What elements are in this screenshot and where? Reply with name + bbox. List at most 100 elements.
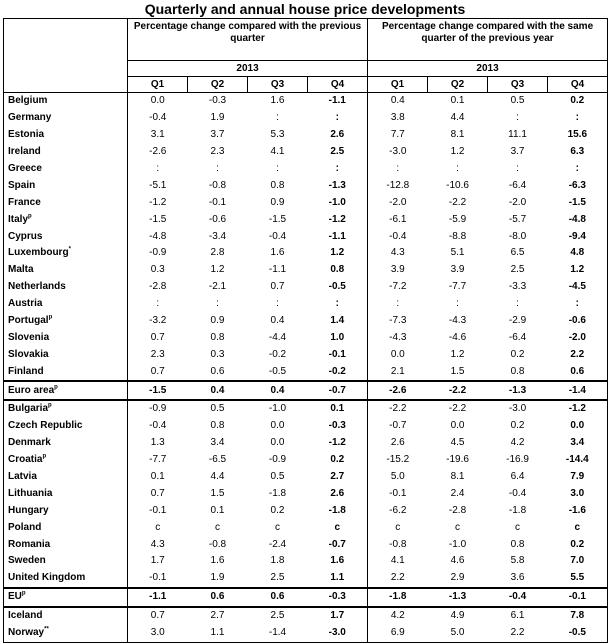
country-cell: EUp: [3, 586, 128, 607]
yoy-value-q2: -2.2: [427, 399, 488, 418]
yoy-value-q3: 0.2: [510, 348, 525, 360]
country-name: Austria: [8, 298, 43, 310]
qoq-value-q1: 1.3: [127, 434, 188, 452]
country-name: Portugal: [8, 315, 49, 327]
yoy-value-q2: 2.4: [450, 487, 465, 499]
yoy-value-q4: 2.2: [570, 348, 585, 360]
yoy-value-q2: 4.5: [450, 437, 465, 449]
qoq-value-q3: -0.5: [268, 365, 287, 377]
yoy-value-q3: -1.3: [487, 380, 548, 401]
yoy-value-q3: c: [515, 521, 521, 533]
country-cell: Norway**: [4, 625, 128, 642]
country-cell: Belgium: [4, 93, 128, 110]
yoy-value-q1: -7.3: [367, 312, 428, 330]
yoy-value-q1: 4.3: [367, 245, 428, 262]
yoy-value-q4: :: [575, 163, 579, 174]
qoq-value-q1: -0.1: [127, 569, 188, 588]
yoy-value-q1: 3.9: [367, 261, 428, 279]
yoy-value-q2: -7.7: [448, 281, 467, 293]
yoy-value-q2: -1.3: [427, 586, 488, 607]
country-cell: Lithuania: [4, 485, 128, 502]
qoq-value-q3: 1.6: [270, 95, 285, 107]
qoq-value-q2: 1.9: [210, 572, 225, 584]
table-row: Bulgariap -0.9 0.5 -1.0 0.1 -2.2 -2.2 -3.0 -1.2: [3, 399, 608, 418]
group-header-previous-quarter: Percentage change compared with the prev…: [126, 18, 368, 61]
year-header-2: 2013: [367, 60, 608, 77]
yoy-value-q2: 4.6: [450, 555, 465, 567]
yoy-value-q1: -7.2: [367, 278, 428, 296]
yoy-value-q1: -2.6: [367, 380, 428, 401]
country-name: Latvia: [8, 471, 37, 483]
qoq-value-q4: 1.1: [330, 572, 345, 584]
qoq-value-q4: :: [335, 298, 339, 310]
yoy-value-q4: -0.6: [568, 315, 586, 327]
qoq-value-q1: 0.3: [127, 261, 188, 279]
yoy-value-q3: -5.7: [508, 213, 527, 225]
country-name: Estonia: [8, 129, 45, 141]
yoy-value-q4: 6.3: [570, 146, 585, 158]
yoy-value-q3: -3.0: [487, 399, 548, 418]
yoy-value-q3: :: [516, 112, 519, 124]
country-name: Slovakia: [8, 348, 49, 360]
yoy-value-q2: -2.2: [448, 196, 467, 208]
yoy-value-q4: 7.8: [547, 605, 608, 625]
qoq-value-q1: -0.4: [127, 109, 188, 127]
qoq-value-q2: -3.4: [208, 230, 227, 242]
qoq-value-q3: 0.5: [270, 471, 285, 483]
yoy-value-q1: -0.8: [367, 536, 428, 554]
table-row: Sweden 1.7 1.6 1.8 1.6 4.1 4.6 5.8 7.0: [4, 553, 608, 570]
qoq-value-q3: :: [276, 163, 279, 174]
yoy-value-q4: :: [575, 298, 579, 310]
yoy-value-q2: 8.1: [450, 471, 465, 483]
quarter-header-q4: Q4: [306, 76, 368, 93]
qoq-value-q4: -0.3: [307, 586, 368, 607]
yoy-value-q4: 1.2: [570, 264, 585, 276]
country-cell: Denmark: [4, 435, 128, 452]
table-row: Greece::::::::: [4, 160, 608, 178]
yoy-value-q1: -2.2: [367, 399, 428, 418]
country-cell: Czech Republic: [4, 418, 128, 435]
table-row: Malta 0.3 1.2 -1.1 0.8 3.9 3.9 2.5 1.2: [4, 261, 608, 279]
yoy-value-q2: c: [455, 521, 461, 533]
yoy-value-q2: -2.2: [427, 380, 488, 401]
qoq-value-q4: 2.5: [330, 146, 345, 158]
qoq-value-q4: -1.8: [328, 504, 346, 516]
qoq-value-q4: 2.7: [330, 471, 345, 483]
qoq-value-q2: 1.6: [210, 555, 225, 567]
qoq-value-q2: 0.1: [210, 504, 225, 516]
qoq-value-q2: 0.6: [210, 365, 225, 377]
country-cell: France: [4, 194, 128, 211]
qoq-value-q1: -1.5: [127, 380, 188, 401]
country-cell: Ireland: [4, 144, 128, 161]
qoq-value-q4: -1.1: [328, 95, 346, 107]
yoy-value-q1: 2.2: [367, 569, 428, 588]
yoy-value-q2: 0.1: [450, 95, 465, 107]
yoy-value-q3: 6.5: [510, 247, 525, 259]
yoy-value-q4: -6.3: [568, 179, 586, 191]
table-row: Luxembourg* -0.9 2.8 1.6 1.2 4.3 5.1 6.5 4.8: [4, 245, 608, 262]
country-name: Netherlands: [8, 281, 66, 293]
country-name: Greece: [8, 163, 42, 174]
country-cell: Cyprus: [4, 228, 128, 245]
country-footnote-marker: p: [48, 314, 53, 321]
country-footnote-marker: p: [21, 590, 26, 597]
yoy-value-q4: -4.5: [568, 281, 586, 293]
qoq-value-q3: 0.8: [270, 179, 285, 191]
country-footnote-marker: *: [68, 247, 71, 254]
yoy-value-q2: :: [456, 298, 459, 310]
yoy-value-q2: -4.3: [448, 315, 467, 327]
yoy-value-q1: -1.8: [367, 586, 428, 607]
country-footnote-marker: p: [42, 453, 47, 460]
yoy-value-q4: -1.5: [568, 196, 586, 208]
country-name: Poland: [8, 521, 42, 533]
qoq-value-q3: 2.5: [270, 572, 285, 584]
qoq-value-q2: 0.8: [210, 331, 225, 343]
yoy-value-q4: -14.4: [565, 454, 589, 466]
qoq-value-q1: -0.1: [127, 502, 188, 520]
yoy-value-q4: 5.5: [570, 572, 585, 584]
country-name: Hungary: [8, 504, 49, 516]
corner-cell: [4, 19, 128, 61]
qoq-value-q1: -4.8: [127, 228, 188, 246]
qoq-value-q2: 1.9: [210, 112, 225, 124]
table-row: Denmark 1.3 3.4 0.0 -1.2 2.6 4.5 4.2 3.4: [4, 434, 608, 452]
